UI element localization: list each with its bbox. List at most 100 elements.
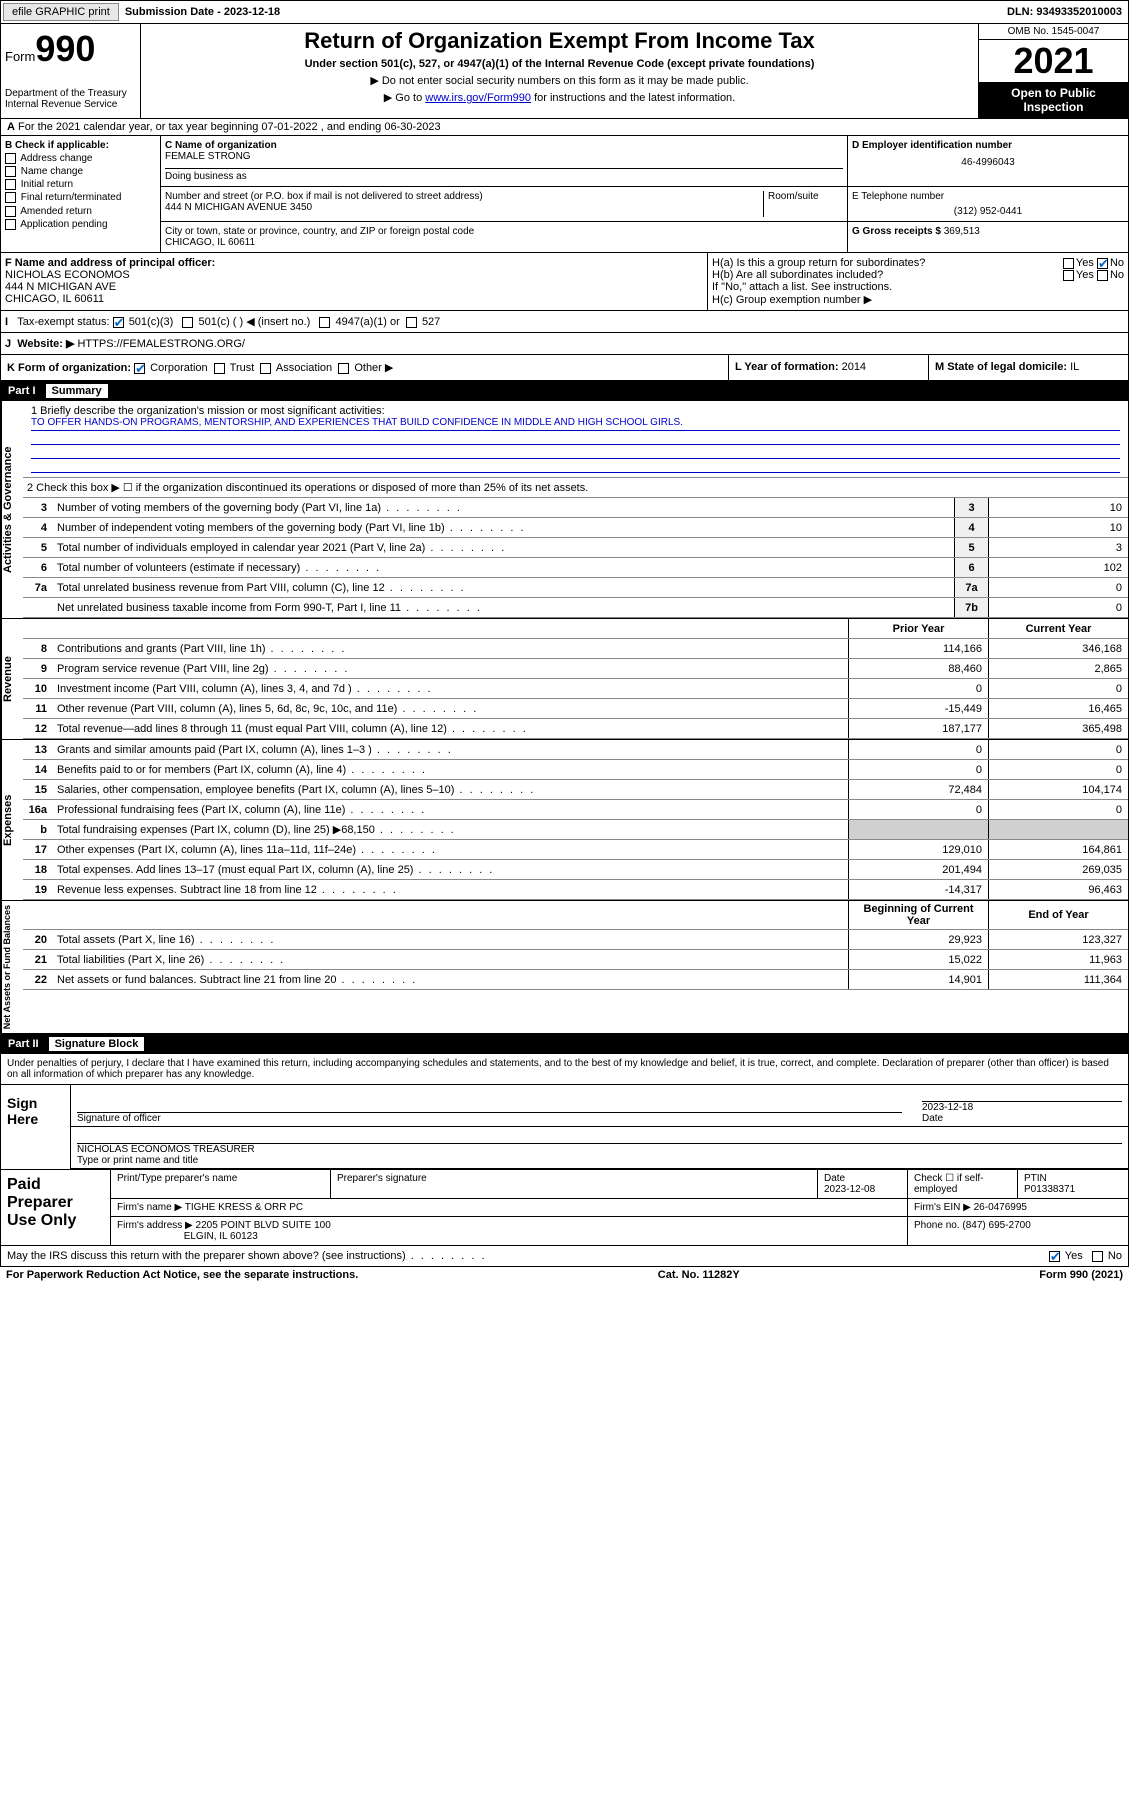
sig-officer-label: Signature of officer — [77, 1113, 161, 1124]
cat-no: Cat. No. 11282Y — [658, 1269, 740, 1281]
efile-print-button[interactable]: efile GRAPHIC print — [3, 3, 119, 21]
b-checkbox[interactable]: Application pending — [5, 219, 156, 230]
irs-link[interactable]: www.irs.gov/Form990 — [425, 92, 531, 104]
phone-lab: Phone no. — [914, 1220, 960, 1231]
dln: DLN: 93493352010003 — [1007, 6, 1128, 18]
b-checkbox[interactable]: Amended return — [5, 206, 156, 217]
gross-value: 369,513 — [944, 226, 980, 237]
hc-label: H(c) Group exemption number ▶ — [712, 293, 1124, 306]
k-cell: K Form of organization: Corporation Trus… — [1, 355, 728, 380]
block-bcd: B Check if applicable: Address change Na… — [0, 136, 1129, 253]
firm-addr1: 2205 POINT BLVD SUITE 100 — [196, 1220, 331, 1231]
beg-year-hdr: Beginning of Current Year — [848, 901, 988, 929]
b-checkbox[interactable]: Final return/terminated — [5, 192, 156, 203]
summary-row: 21Total liabilities (Part X, line 26)15,… — [23, 950, 1128, 970]
sig-date-label: Date — [922, 1113, 943, 1124]
l-cell: L Year of formation: 2014 — [728, 355, 928, 380]
ptin-lab: PTIN — [1024, 1173, 1047, 1184]
omb-number: OMB No. 1545-0047 — [979, 24, 1128, 40]
firm-addr-lab: Firm's address ▶ — [117, 1220, 193, 1231]
ein-lab: Firm's EIN ▶ — [914, 1202, 971, 1213]
firm-addr2: ELGIN, IL 60123 — [184, 1231, 258, 1242]
vtab-rev: Revenue — [1, 619, 23, 739]
gross-label: G Gross receipts $ — [852, 226, 941, 237]
mission-blank2 — [31, 445, 1120, 459]
summary-row: 17Other expenses (Part IX, column (A), l… — [23, 840, 1128, 860]
header-right: OMB No. 1545-0047 2021 Open to Public In… — [978, 24, 1128, 118]
ein-label: D Employer identification number — [852, 140, 1124, 151]
gov-section: Activities & Governance 1 Briefly descri… — [0, 401, 1129, 619]
summary-row: 8Contributions and grants (Part VIII, li… — [23, 639, 1128, 659]
section-a: A For the 2021 calendar year, or tax yea… — [0, 119, 1129, 136]
officer-addr2: CHICAGO, IL 60611 — [5, 293, 104, 305]
b-checkbox[interactable]: Name change — [5, 166, 156, 177]
summary-row: 11Other revenue (Part VIII, column (A), … — [23, 699, 1128, 719]
form-subtitle: Under section 501(c), 527, or 4947(a)(1)… — [145, 58, 974, 70]
4947a1: 4947(a)(1) or — [336, 316, 400, 328]
dept-treasury: Department of the Treasury Internal Reve… — [5, 88, 136, 110]
part1-title: Summary — [46, 384, 108, 398]
prep-date: Date2023-12-08 — [818, 1170, 908, 1198]
mission-blank1 — [31, 431, 1120, 445]
room-label: Room/suite — [763, 191, 843, 217]
submission-date: Submission Date - 2023-12-18 — [125, 6, 280, 18]
501c3: 501(c)(3) — [129, 316, 174, 328]
domicile-label: M State of legal domicile: — [935, 361, 1067, 373]
line2: 2 Check this box ▶ ☐ if the organization… — [23, 479, 1128, 496]
prep-date-lab: Date — [824, 1173, 845, 1184]
goto-line: ▶ Go to www.irs.gov/Form990 for instruct… — [145, 91, 974, 104]
paid-preparer-label: Paid Preparer Use Only — [1, 1170, 111, 1245]
summary-row: 14Benefits paid to or for members (Part … — [23, 760, 1128, 780]
vtab-na: Net Assets or Fund Balances — [1, 901, 23, 1033]
e-cell: E Telephone number (312) 952-0441 — [848, 187, 1128, 221]
officer-label: F Name and address of principal officer: — [5, 257, 215, 269]
d-cell: D Employer identification number 46-4996… — [848, 136, 1128, 186]
self-emp: Check ☐ if self-employed — [908, 1170, 1018, 1198]
c-city-cell: City or town, state or province, country… — [161, 222, 848, 252]
501c: 501(c) ( ) ◀ (insert no.) — [199, 316, 311, 328]
part1-num: Part I — [8, 385, 36, 397]
summary-row: 16aProfessional fundraising fees (Part I… — [23, 800, 1128, 820]
form-word: Form — [5, 49, 35, 64]
paid-block: Paid Preparer Use Only Print/Type prepar… — [0, 1170, 1129, 1246]
form-number: 990 — [35, 28, 95, 69]
b-checkbox[interactable]: Initial return — [5, 179, 156, 190]
f-cell: F Name and address of principal officer:… — [1, 253, 708, 310]
addr-label: Number and street (or P.O. box if mail i… — [165, 191, 763, 202]
summary-row: 18Total expenses. Add lines 13–17 (must … — [23, 860, 1128, 880]
na-headers: Beginning of Current YearEnd of Year — [23, 901, 1128, 930]
org-name: FEMALE STRONG — [165, 151, 843, 162]
vtab-exp: Expenses — [1, 740, 23, 900]
form-title: Return of Organization Exempt From Incom… — [145, 28, 974, 54]
prep-name-hdr: Print/Type preparer's name — [111, 1170, 331, 1198]
ha-label: H(a) Is this a group return for subordin… — [712, 257, 925, 269]
hb-label: H(b) Are all subordinates included? — [712, 269, 883, 281]
col-b: B Check if applicable: Address change Na… — [1, 136, 161, 252]
summary-row: 7aTotal unrelated business revenue from … — [23, 578, 1128, 598]
website-value: HTTPS://FEMALESTRONG.ORG/ — [77, 338, 244, 350]
mission-block: 1 Briefly describe the organization's mi… — [23, 401, 1128, 478]
may-discuss-row: May the IRS discuss this return with the… — [0, 1246, 1129, 1267]
sig-name: NICHOLAS ECONOMOS TREASURERType or print… — [77, 1143, 1122, 1166]
mission-text: TO OFFER HANDS-ON PROGRAMS, MENTORSHIP, … — [31, 417, 1120, 431]
col-headers: Prior YearCurrent Year — [23, 619, 1128, 639]
sig-date-val: 2023-12-18 — [922, 1102, 973, 1113]
col-cd: C Name of organization FEMALE STRONG Doi… — [161, 136, 1128, 252]
c-addr-cell: Number and street (or P.O. box if mail i… — [161, 187, 848, 221]
top-bar: efile GRAPHIC print Submission Date - 20… — [0, 0, 1129, 24]
part1-header: Part I Summary — [0, 381, 1129, 401]
ssn-warning: ▶ Do not enter social security numbers o… — [145, 74, 974, 87]
firm-lab: Firm's name ▶ — [117, 1202, 182, 1213]
pra-notice: For Paperwork Reduction Act Notice, see … — [6, 1269, 358, 1281]
summary-row: 15Salaries, other compensation, employee… — [23, 780, 1128, 800]
sig-name-label: Type or print name and title — [77, 1155, 198, 1166]
current-year-hdr: Current Year — [988, 619, 1128, 638]
g-cell: G Gross receipts $ 369,513 — [848, 222, 1128, 252]
part2-header: Part II Signature Block — [0, 1034, 1129, 1054]
vtab-gov: Activities & Governance — [1, 401, 23, 618]
goto-pre: ▶ Go to — [384, 92, 425, 104]
block-fghijk: F Name and address of principal officer:… — [0, 253, 1129, 381]
year-formation-label: L Year of formation: — [735, 361, 839, 373]
officer-addr1: 444 N MICHIGAN AVE — [5, 281, 116, 293]
b-checkbox[interactable]: Address change — [5, 153, 156, 164]
